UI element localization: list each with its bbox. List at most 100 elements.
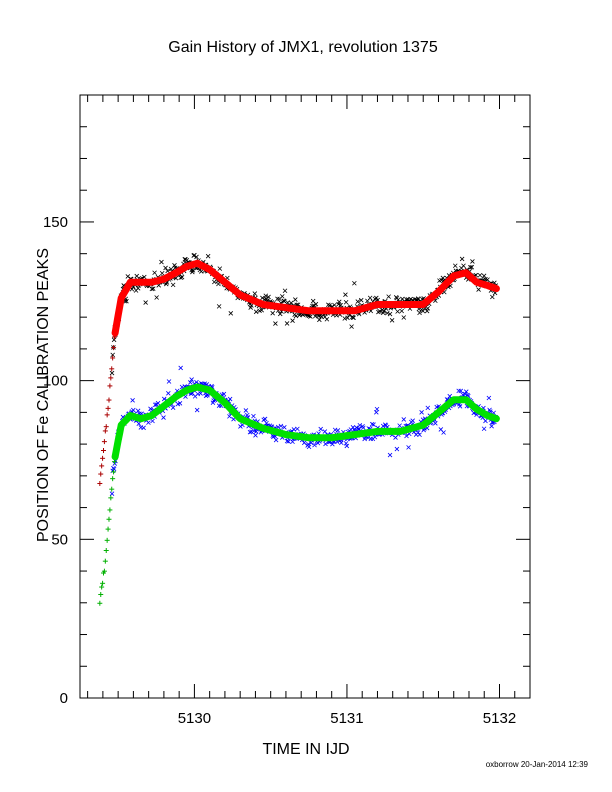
data-point bbox=[369, 421, 375, 427]
rise-marker bbox=[110, 355, 116, 361]
data-point bbox=[141, 425, 146, 431]
data-point bbox=[159, 259, 164, 265]
data-point bbox=[425, 306, 431, 311]
data-point bbox=[111, 337, 117, 343]
data-point bbox=[420, 308, 426, 314]
data-point bbox=[135, 286, 141, 291]
chart-title: Gain History of JMX1, revolution 1375 bbox=[168, 39, 438, 56]
data-point bbox=[415, 296, 421, 301]
data-point bbox=[216, 281, 221, 287]
x-tick-label: 5130 bbox=[178, 710, 211, 727]
rise-marker bbox=[100, 455, 106, 461]
data-point bbox=[243, 408, 249, 413]
data-point bbox=[339, 440, 344, 446]
data-point bbox=[345, 315, 350, 321]
data-point bbox=[389, 318, 395, 323]
data-point bbox=[136, 421, 142, 426]
data-point bbox=[152, 270, 157, 276]
data-point bbox=[387, 311, 393, 317]
data-point bbox=[198, 269, 204, 274]
data-point bbox=[332, 302, 337, 308]
data-point bbox=[166, 379, 172, 384]
data-point bbox=[149, 286, 155, 292]
data-point bbox=[110, 352, 116, 358]
data-point bbox=[211, 398, 216, 403]
rise-marker bbox=[111, 345, 117, 351]
data-point bbox=[203, 393, 209, 399]
data-point bbox=[486, 395, 492, 401]
data-point bbox=[490, 294, 495, 300]
data-point bbox=[397, 423, 402, 428]
data-point bbox=[351, 315, 356, 321]
y-tick-label: 0 bbox=[60, 690, 68, 707]
data-point bbox=[323, 441, 328, 447]
data-point bbox=[227, 396, 233, 402]
rise-marker bbox=[100, 580, 106, 586]
data-point bbox=[273, 437, 279, 443]
data-point bbox=[143, 300, 148, 305]
data-point bbox=[134, 273, 140, 279]
lower-points-series bbox=[109, 365, 499, 496]
tick-labels: 0 50 100 150 5130 5131 5132 bbox=[43, 214, 516, 727]
data-point bbox=[253, 433, 258, 438]
data-point bbox=[358, 297, 364, 303]
rise-marker bbox=[98, 591, 104, 597]
rise-marker bbox=[101, 568, 107, 574]
rise-marker bbox=[101, 439, 107, 445]
data-point bbox=[367, 295, 373, 301]
data-point bbox=[178, 365, 183, 371]
data-point bbox=[352, 280, 357, 286]
data-point bbox=[284, 321, 290, 326]
data-point bbox=[154, 295, 159, 300]
data-point bbox=[306, 441, 311, 447]
data-point bbox=[216, 304, 222, 309]
rise-marker bbox=[103, 424, 109, 430]
rise-marker bbox=[102, 428, 108, 434]
rise-marker bbox=[98, 471, 104, 477]
data-point bbox=[489, 423, 494, 429]
rise-marker bbox=[100, 447, 106, 453]
rise-marker bbox=[99, 584, 105, 590]
data-point bbox=[387, 452, 393, 458]
data-point bbox=[336, 299, 342, 305]
data-point bbox=[228, 311, 234, 316]
data-point bbox=[293, 313, 299, 319]
data-point bbox=[342, 316, 348, 321]
data-point bbox=[155, 400, 161, 406]
data-point bbox=[290, 318, 295, 323]
data-point bbox=[312, 442, 317, 448]
data-point bbox=[381, 309, 387, 314]
data-point bbox=[481, 273, 487, 279]
data-point bbox=[150, 286, 156, 291]
data-point bbox=[262, 416, 268, 422]
data-point bbox=[485, 277, 490, 282]
data-point bbox=[253, 309, 259, 315]
data-point bbox=[188, 380, 193, 385]
data-point bbox=[270, 310, 275, 316]
data-point bbox=[343, 292, 348, 297]
data-point bbox=[325, 302, 331, 308]
data-point bbox=[406, 445, 411, 450]
data-point bbox=[349, 324, 354, 329]
data-point bbox=[290, 439, 295, 445]
rise-marker bbox=[97, 600, 103, 606]
data-point bbox=[198, 391, 203, 396]
data-point bbox=[452, 263, 458, 269]
data-point bbox=[371, 422, 376, 427]
x-tick-label: 5132 bbox=[483, 710, 516, 727]
data-point bbox=[205, 253, 211, 259]
data-point bbox=[459, 256, 465, 262]
data-point bbox=[279, 294, 285, 299]
data-point bbox=[282, 288, 288, 294]
data-point bbox=[306, 444, 312, 450]
data-point bbox=[216, 403, 222, 409]
data-point bbox=[247, 429, 253, 435]
data-point bbox=[343, 299, 349, 305]
data-point bbox=[457, 404, 463, 409]
data-point bbox=[306, 313, 312, 319]
data-point bbox=[194, 407, 200, 413]
data-point bbox=[273, 321, 278, 326]
y-axis-label: POSITION OF Fe CALIBRATION PEAKS bbox=[35, 248, 52, 542]
y-tick-label: 150 bbox=[43, 214, 68, 231]
